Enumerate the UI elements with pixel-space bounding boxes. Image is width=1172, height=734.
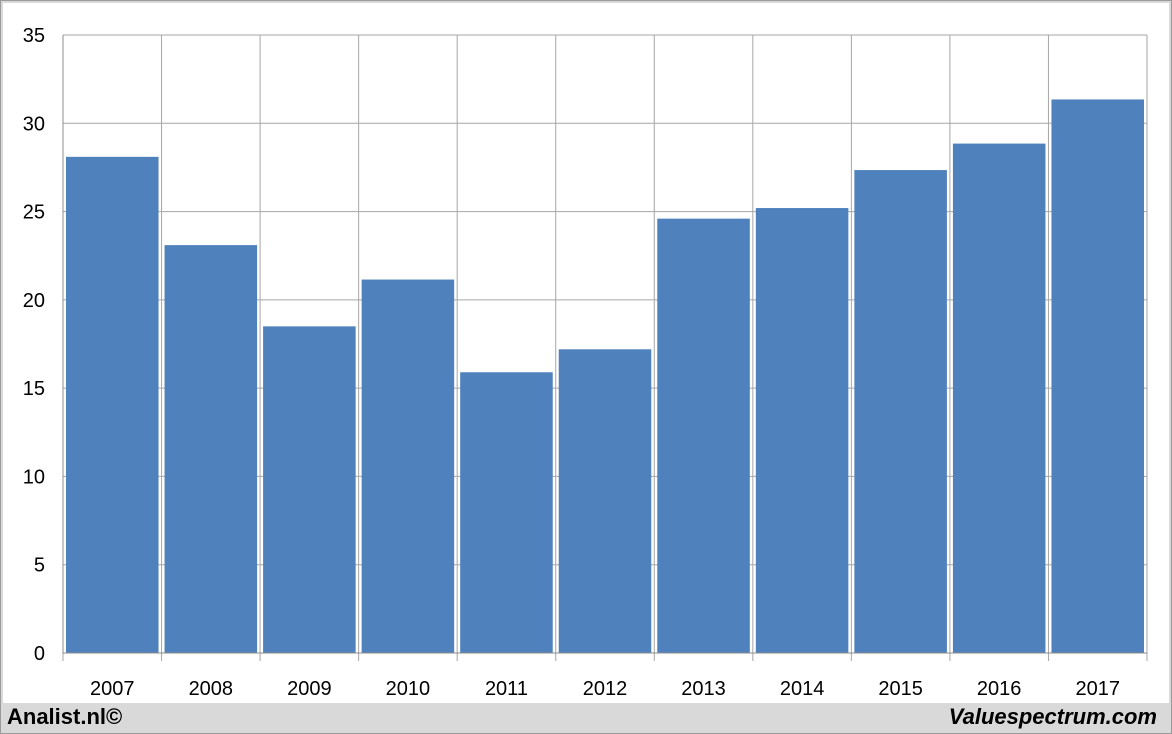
x-tick-label-2015: 2015 — [878, 678, 923, 700]
footer-source-left: Analist.nl© — [7, 704, 123, 729]
x-tick-label-2013: 2013 — [681, 678, 726, 700]
x-tick-label-2014: 2014 — [780, 678, 825, 700]
x-tick-label-2009: 2009 — [287, 678, 332, 700]
y-tick-label-15: 15 — [23, 378, 45, 400]
chart-area: 0 5 10 15 20 25 30 35 2007 2008 2009 2010 2011 2012 20… — [3, 3, 1169, 703]
x-tick-label-2017: 2017 — [1075, 678, 1120, 700]
x-tick-label-2010: 2010 — [386, 678, 431, 700]
bar-2014 — [755, 208, 849, 654]
gridlines — [62, 34, 1148, 661]
y-tick-label-10: 10 — [23, 466, 45, 488]
bar-2008 — [164, 245, 258, 653]
y-tick-label-25: 25 — [23, 202, 45, 224]
tick-labels: 0 5 10 15 20 25 30 35 2007 2008 2009 2010 2011 2012 20… — [23, 25, 1120, 700]
x-tick-label-2016: 2016 — [977, 678, 1022, 700]
footer-source-right: Valuespectrum.com — [948, 704, 1157, 729]
y-tick-label-5: 5 — [34, 555, 45, 577]
y-tick-label-30: 30 — [23, 113, 45, 135]
y-tick-label-20: 20 — [23, 290, 45, 312]
bar-2013 — [657, 218, 750, 654]
x-tick-label-2012: 2012 — [583, 678, 628, 700]
axes — [62, 35, 1147, 654]
bar-2017 — [1051, 99, 1144, 654]
bar-2011 — [460, 372, 553, 653]
y-tick-label-35: 35 — [23, 25, 45, 47]
x-tick-label-2011: 2011 — [485, 678, 528, 700]
bar-2007 — [66, 156, 159, 653]
bar-2010 — [361, 279, 455, 653]
bars — [66, 99, 1144, 654]
x-tick-label-2008: 2008 — [189, 678, 234, 700]
y-tick-label-0: 0 — [34, 643, 45, 665]
bar-2012 — [558, 349, 652, 653]
x-tick-label-2007: 2007 — [90, 678, 135, 700]
bar-2015 — [854, 170, 947, 653]
bar-chart: 0 5 10 15 20 25 30 35 2007 2008 2009 2010 2011 2012 20… — [23, 25, 1148, 700]
bar-2009 — [263, 326, 356, 653]
bar-2016 — [952, 143, 1046, 653]
